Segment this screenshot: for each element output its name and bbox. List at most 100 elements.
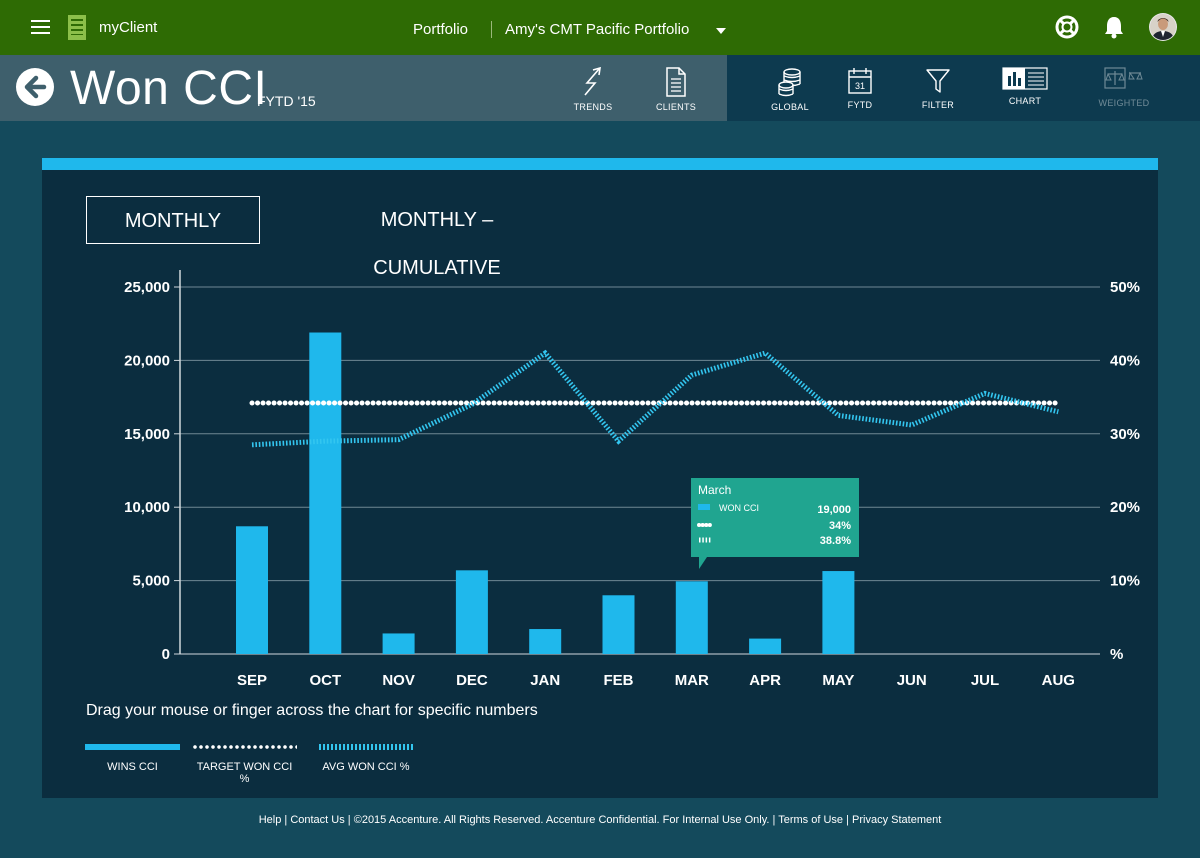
- app-name[interactable]: myClient: [99, 19, 158, 36]
- x-tick-label: SEP: [237, 672, 267, 689]
- filter-icon: [926, 69, 950, 93]
- fytd-button[interactable]: 31 FYTD: [832, 55, 888, 121]
- x-tick-label: NOV: [382, 672, 415, 689]
- won-cci-chart[interactable]: 0 5,000 10,000 15,000 20,000 25,000% 10% 20% 30%…: [42, 158, 1158, 698]
- chart-hint: Drag your mouse or finger across the cha…: [86, 702, 538, 719]
- x-tick-label: MAR: [675, 672, 709, 689]
- help-ring-icon[interactable]: [1055, 15, 1079, 39]
- menu-icon[interactable]: [31, 20, 50, 34]
- avg-line: [251, 349, 1059, 448]
- building-icon: [68, 15, 86, 40]
- y-left-tick-label: 5,000: [132, 573, 170, 590]
- chart-button[interactable]: CHART: [996, 55, 1054, 121]
- footer-contact-link[interactable]: Contact Us: [290, 814, 345, 826]
- legend-label: AVG WON CCI %: [322, 761, 410, 773]
- y-left-tick-label: 0: [162, 646, 170, 663]
- legend-label: WINS CCI: [107, 761, 158, 773]
- y-right-tick-label: 30%: [1110, 426, 1140, 443]
- chevron-down-icon[interactable]: [716, 28, 726, 34]
- avatar[interactable]: [1149, 13, 1177, 41]
- footer-terms-link[interactable]: Terms of Use: [778, 814, 844, 826]
- y-left-tick-label: 10,000: [124, 499, 170, 516]
- y-right-tick-label: 50%: [1110, 279, 1140, 296]
- footer: Help | Contact Us | ©2015 Accenture. All…: [258, 814, 942, 826]
- tooltip-target-pct: 34%: [829, 520, 851, 532]
- coins-icon: [778, 68, 801, 97]
- bar: [382, 633, 415, 654]
- y-left-tick-label: 25,000: [124, 279, 170, 296]
- tool-label: WEIGHTED: [1098, 98, 1150, 108]
- legend-label: TARGET WON CCI %: [196, 761, 293, 785]
- tooltip-swatch-bar: [698, 504, 710, 510]
- bar: [529, 629, 562, 654]
- filter-button[interactable]: FILTER: [910, 55, 966, 121]
- calendar-day: 31: [855, 81, 865, 91]
- back-arrow-icon[interactable]: [16, 68, 54, 106]
- bar: [749, 638, 782, 654]
- tooltip-month: March: [698, 483, 731, 497]
- y-right-tick-label: %: [1110, 646, 1123, 663]
- page-subtitle: FYTD '15: [257, 93, 316, 109]
- bar: [675, 581, 708, 654]
- legend-swatch-dashes: [319, 744, 413, 750]
- x-tick-label: JAN: [530, 672, 560, 689]
- bar: [602, 595, 635, 654]
- page-title: Won CCI: [70, 62, 268, 115]
- x-tick-label: JUL: [971, 672, 999, 689]
- tool-label: GLOBAL: [771, 102, 809, 112]
- tooltip-series-label: WON CCI: [719, 503, 759, 513]
- header-title-area: Won CCI FYTD '15 TRENDS CLIENTS: [0, 55, 727, 121]
- nav-portfolio[interactable]: Portfolio: [413, 21, 469, 38]
- tool-label: TRENDS: [573, 102, 613, 112]
- x-tick-label: FEB: [604, 672, 634, 689]
- tool-label: CLIENTS: [655, 102, 697, 112]
- scale-icon: [1104, 67, 1143, 89]
- bell-icon[interactable]: [1103, 15, 1125, 39]
- tool-label: CHART: [1008, 96, 1042, 106]
- page-header: Won CCI FYTD '15 TRENDS CLIENTS: [0, 55, 1200, 121]
- footer-help-link[interactable]: Help: [258, 814, 282, 826]
- tab-monthly-cumulative[interactable]: MONTHLY – CUMULATIVE: [373, 209, 501, 279]
- legend-swatch-bar: [85, 744, 180, 750]
- x-tick-label: AUG: [1042, 672, 1075, 689]
- document-icon: [666, 67, 686, 97]
- tool-label: FILTER: [921, 100, 955, 110]
- top-bar: myClient Portfolio Amy's CMT Pacific Por…: [0, 0, 1200, 55]
- x-tick-label: OCT: [309, 672, 341, 689]
- chart-panel: MONTHLY MONTHLY – CUMULATIVE 0 5,000 10,00…: [42, 158, 1158, 798]
- nav-divider: [491, 21, 492, 38]
- global-button[interactable]: GLOBAL: [762, 55, 818, 121]
- y-left-tick-label: 15,000: [124, 426, 170, 443]
- legend-wins[interactable]: WINS CCI: [85, 744, 180, 773]
- tooltip-value: 19,000: [817, 504, 851, 516]
- x-tick-label: MAY: [822, 672, 854, 689]
- clients-button[interactable]: CLIENTS: [648, 55, 704, 121]
- bar: [236, 526, 268, 654]
- footer-privacy-link[interactable]: Privacy Statement: [852, 814, 942, 826]
- calendar-icon: 31: [848, 68, 872, 94]
- tool-label: FYTD: [847, 100, 873, 110]
- bar: [309, 332, 342, 654]
- legend-target[interactable]: TARGET WON CCI %: [192, 744, 297, 785]
- x-tick-label: JUN: [897, 672, 927, 689]
- y-right-tick-label: 20%: [1110, 499, 1140, 516]
- legend-avg[interactable]: AVG WON CCI %: [319, 744, 413, 773]
- x-tick-label: APR: [749, 672, 781, 689]
- x-tick-label: DEC: [456, 672, 488, 689]
- trends-button[interactable]: TRENDS: [565, 55, 621, 121]
- chart-table-icon: [1002, 67, 1048, 90]
- bar: [822, 571, 855, 654]
- trends-icon: [584, 67, 601, 96]
- weighted-button[interactable]: WEIGHTED: [1094, 55, 1154, 121]
- y-right-tick-label: 40%: [1110, 352, 1140, 369]
- footer-copyright: ©2015 Accenture. All Rights Reserved. Ac…: [353, 814, 770, 826]
- tab-monthly[interactable]: MONTHLY: [86, 196, 260, 244]
- account-selector[interactable]: Amy's CMT Pacific Portfolio: [505, 21, 690, 38]
- panel-accent-bar: [42, 158, 1158, 170]
- y-right-tick-label: 10%: [1110, 573, 1140, 590]
- tooltip-avg-pct: 38.8%: [820, 535, 851, 547]
- bar: [455, 570, 488, 654]
- y-left-tick-label: 20,000: [124, 352, 170, 369]
- legend-swatch-dots: [192, 744, 297, 750]
- tooltip-box: [691, 478, 859, 569]
